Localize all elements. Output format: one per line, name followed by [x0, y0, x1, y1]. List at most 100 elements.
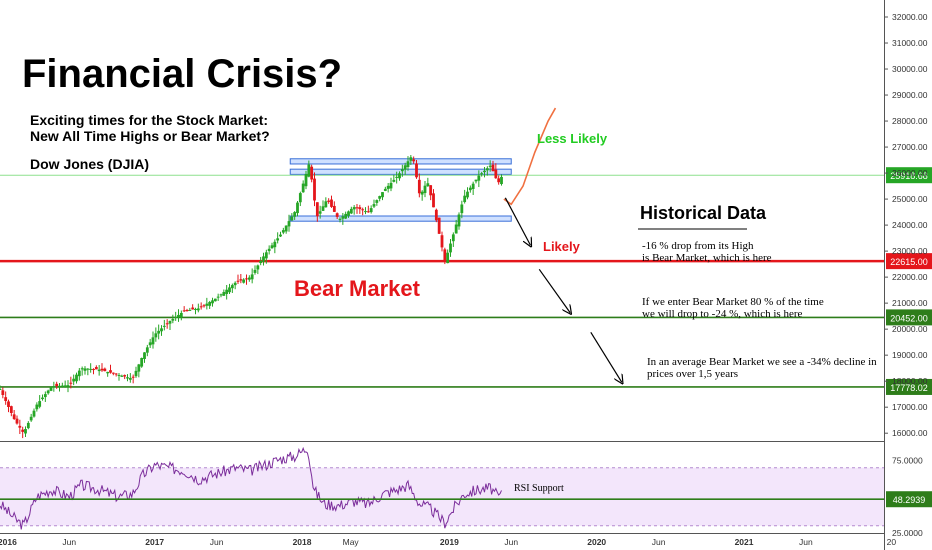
candle-body [111, 372, 115, 374]
candle-body [69, 382, 73, 384]
candle-body [205, 303, 209, 306]
candle-body [372, 204, 376, 207]
decline-34-note: In an average Bear Market we see a -34% … [647, 356, 877, 380]
candle-body [307, 164, 311, 177]
candle-body [491, 164, 495, 172]
candle-body [154, 333, 158, 338]
candle-body [296, 202, 299, 214]
candle-body [109, 370, 112, 373]
candle-body [437, 217, 441, 234]
rsi-support-value: 48.2939 [893, 495, 926, 505]
candle-body [24, 429, 27, 434]
candle-body [46, 390, 50, 394]
candle-body [72, 378, 76, 382]
candle-body [290, 216, 294, 221]
time-tick-label: 2021 [735, 537, 754, 547]
candle-body [446, 252, 450, 264]
candle-body [0, 388, 2, 390]
candle-body [449, 243, 452, 253]
candle-body [26, 422, 30, 429]
candle-body [332, 205, 336, 212]
candle-body [106, 371, 110, 374]
candle-body [262, 256, 265, 262]
annotation-arrows [504, 197, 747, 382]
candle-body [174, 316, 178, 318]
candle-body [32, 410, 36, 417]
projection-layer [503, 107, 557, 206]
candle-body [400, 169, 404, 172]
rsi-line [0, 446, 502, 530]
candle-body [97, 369, 101, 372]
level-price-tag [886, 309, 932, 326]
candle-body [281, 230, 285, 233]
candle-body [474, 179, 478, 182]
candle-body [182, 310, 186, 312]
time-tick-label: Jun [799, 537, 813, 547]
price-levels [0, 174, 884, 388]
candle-body [375, 200, 379, 203]
candle-body [463, 195, 467, 203]
time-tick-label: Jun [210, 537, 224, 547]
candle-body [1, 390, 5, 395]
candle-body [143, 352, 146, 360]
candle-body [225, 289, 229, 294]
candle-body [361, 209, 365, 211]
candle-body [304, 174, 308, 187]
candle-body [480, 173, 484, 175]
candle-body [451, 234, 455, 242]
less-likely-label: Less Likely [537, 131, 608, 146]
time-tick-label: 2016 [0, 537, 17, 547]
candle-body [100, 368, 104, 371]
candle-body [412, 159, 416, 162]
candle-body [66, 385, 70, 387]
candle-body [12, 414, 16, 419]
time-tick-label: 2019 [440, 537, 459, 547]
candle-body [313, 178, 316, 201]
candle-body [429, 185, 433, 196]
candle-body [188, 309, 192, 311]
subtitle-line: New All Time Highs or Bear Market? [30, 128, 270, 144]
time-tick-label: Jun [504, 537, 518, 547]
candle-body [242, 279, 246, 283]
candle-body [148, 342, 152, 346]
candle-body [49, 387, 53, 391]
candle-body [264, 252, 268, 259]
candle-body [483, 170, 486, 173]
less-likely-projection [503, 107, 557, 206]
time-tick-label: Jun [62, 537, 76, 547]
price-tick-label: 19000.00 [892, 350, 928, 360]
candle-body [80, 368, 84, 370]
candle-body [432, 193, 435, 208]
candle-body [318, 211, 322, 214]
price-tick-label: 18000.00 [892, 376, 928, 386]
note-line: we will drop to -24 %, which is here [642, 308, 803, 320]
candle-body [168, 320, 172, 324]
time-tick-label: Jun [652, 537, 666, 547]
candle-body [202, 305, 206, 307]
price-tick-label: 21000.00 [892, 298, 928, 308]
price-tick-label: 30000.00 [892, 64, 928, 74]
candle-body [123, 375, 127, 377]
candle-body [344, 213, 348, 219]
candle-body [165, 323, 169, 325]
candle-body [347, 211, 350, 216]
candle-body [63, 385, 67, 387]
candle-body [213, 298, 217, 302]
candle-body [208, 302, 212, 306]
candle-body [185, 310, 189, 312]
candle-body [395, 176, 399, 178]
candle-body [157, 330, 161, 334]
candle-body [497, 178, 501, 183]
candle-body [245, 278, 248, 280]
price-tick-label: 16000.00 [892, 428, 928, 438]
time-tick-label: 20 [887, 537, 897, 547]
candle-body [500, 176, 503, 185]
candle-body [126, 377, 129, 379]
candlesticks [0, 155, 503, 439]
consolidation-bands [289, 158, 512, 222]
candle-body [443, 249, 447, 261]
time-tick-label: 2020 [587, 537, 606, 547]
candle-body [216, 296, 220, 298]
candle-body [273, 241, 277, 248]
candle-body [179, 312, 183, 318]
